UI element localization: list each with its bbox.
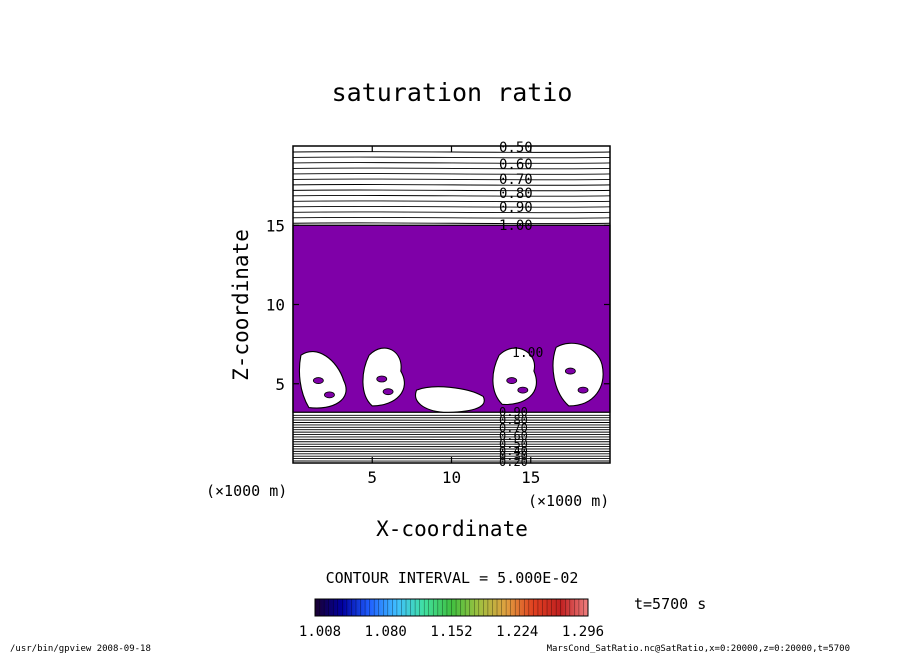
y-axis-label: Z-coordinate (229, 229, 253, 381)
chart-title: saturation ratio (332, 78, 573, 107)
contour-line (292, 433, 611, 436)
contour-line (292, 211, 611, 214)
footer-left: /usr/bin/gpview 2008-09-18 (10, 644, 151, 654)
contour-line (292, 162, 611, 164)
contour-line (292, 445, 611, 448)
contour-line (292, 443, 611, 445)
contour-line (292, 156, 611, 159)
cloud-hole (415, 386, 485, 413)
contour-line (292, 167, 611, 170)
contour-line (292, 184, 611, 186)
cloud-hole (552, 342, 604, 407)
purple-speck (577, 386, 589, 394)
contour-line (292, 416, 611, 419)
contour-line (292, 424, 611, 426)
contour-label: 0.80 (499, 413, 528, 427)
contour-label: 0.90 (499, 405, 528, 419)
contour-line (292, 457, 611, 460)
contour-line (292, 428, 611, 431)
contour-label: 0.80 (499, 186, 533, 202)
x-tick-label: 15 (521, 468, 540, 487)
x-axis-ticks: 5 10 15 (367, 146, 540, 487)
colorbar-tick-label: 1.224 (496, 624, 538, 640)
cloud-holes (298, 342, 604, 413)
y-tick-label: 5 (275, 375, 285, 394)
colorbar-tick-label: 1.296 (562, 624, 604, 640)
contour-line (292, 450, 611, 453)
contour-line (292, 431, 611, 433)
contour-label: 0.40 (499, 444, 528, 458)
y-unit-label: (×1000 m) (528, 492, 609, 510)
contour-label: 0.30 (499, 449, 528, 463)
contour-label: 0.70 (499, 421, 528, 435)
contour-line (292, 222, 611, 225)
contour-label: 0.90 (499, 200, 533, 216)
y-axis-ticks: 5 10 15 (266, 216, 610, 394)
contour-line (292, 448, 611, 450)
contour-line (292, 453, 611, 455)
contour-line (292, 200, 611, 203)
purple-speck (506, 377, 518, 384)
contour-line (292, 436, 611, 438)
plot-area: 0.50 0.60 0.70 0.80 0.90 1.00 1.00 0.90 … (292, 140, 611, 469)
contour-label: 0.70 (499, 172, 533, 188)
colorbar-tick-label: 1.152 (430, 624, 472, 640)
contour-lines-lower (292, 414, 611, 462)
y-tick-label: 15 (266, 216, 285, 235)
contour-line (292, 173, 611, 175)
contour-label: 1.00 (499, 218, 533, 234)
contour-interval-label: CONTOUR INTERVAL = 5.000E-02 (326, 569, 579, 587)
contour-line (292, 441, 611, 443)
contour-line (292, 216, 611, 219)
contour-line (292, 438, 611, 441)
contour-line (292, 414, 611, 417)
colorbar-tick-labels: 1.008 1.080 1.152 1.224 1.296 (299, 624, 604, 640)
colorbar-tick-label: 1.080 (365, 624, 407, 640)
contour-label-inner: 1.00 (512, 346, 543, 361)
x-tick-label: 5 (367, 468, 377, 487)
purple-speck (376, 375, 388, 383)
time-label: t=5700 s (634, 595, 706, 613)
contour-line (292, 421, 611, 424)
purple-speck (312, 377, 324, 384)
contour-lines-upper (292, 151, 611, 225)
x-axis-label: X-coordinate (376, 517, 528, 541)
purple-speck (564, 367, 576, 375)
contour-label: 0.60 (499, 429, 528, 443)
contour-label: 0.50 (499, 437, 528, 451)
contour-line (292, 419, 611, 421)
contour-line (292, 205, 611, 208)
colorbar: 1.008 1.080 1.152 1.224 1.296 (299, 598, 604, 640)
contour-labels-upper: 0.50 0.60 0.70 0.80 0.90 1.00 (499, 140, 533, 234)
contour-line (292, 455, 611, 457)
contour-label: 0.60 (499, 157, 533, 173)
contour-labels-lower: 0.90 0.80 0.70 0.60 0.50 0.40 0.30 0.20 (499, 405, 528, 469)
contour-line (292, 151, 611, 153)
colorbar-stripes (319, 599, 584, 616)
contour-label: 0.20 (499, 455, 528, 469)
footer-right: MarsCond_SatRatio.nc@SatRatio,x=0:20000,… (547, 644, 850, 654)
contour-line (292, 426, 611, 429)
x-unit-label: (×1000 m) (206, 482, 287, 500)
contour-line (292, 460, 611, 462)
purple-speck (382, 388, 394, 396)
purple-speck (517, 386, 529, 394)
colorbar-tick-label: 1.008 (299, 624, 341, 640)
contour-label: 0.50 (499, 140, 533, 156)
contour-line (292, 189, 611, 192)
contour-line (292, 178, 611, 181)
x-tick-label: 10 (442, 468, 461, 487)
y-tick-label: 10 (266, 296, 285, 315)
purple-speck (324, 391, 335, 399)
contour-line (292, 194, 611, 197)
